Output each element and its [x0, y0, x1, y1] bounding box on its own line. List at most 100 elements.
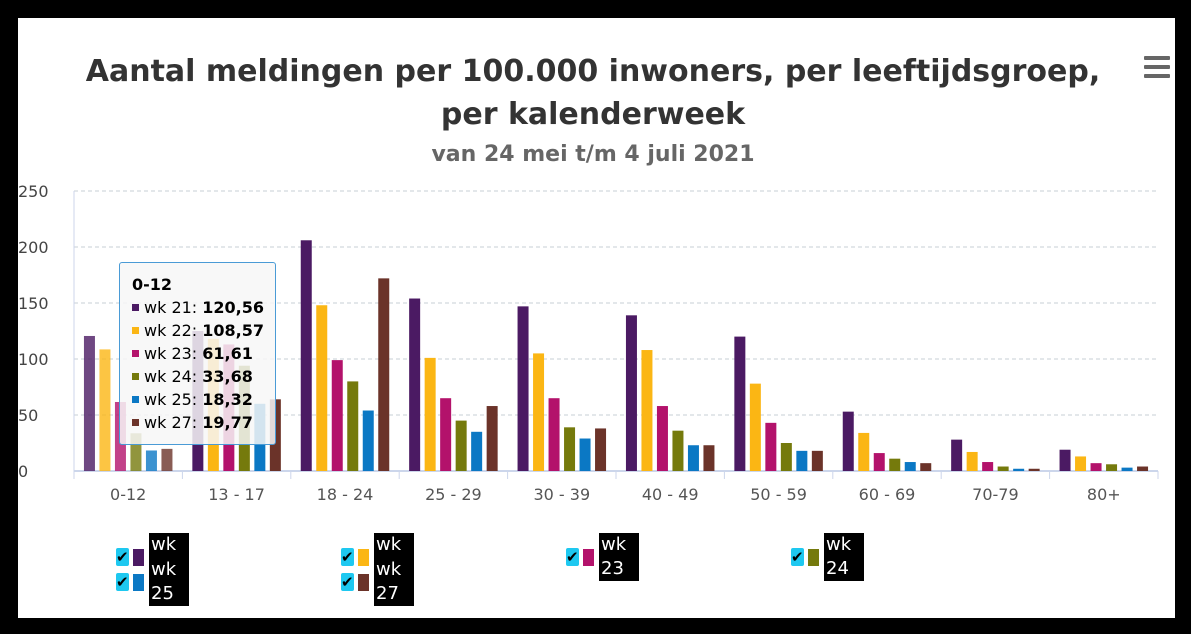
chart-title: Aantal meldingen per 100.000 inwoners, p… — [85, 54, 1101, 132]
bar-wk21-9 — [1059, 449, 1071, 471]
x-tick-label: 50 - 59 — [750, 485, 807, 504]
tooltip: 0-12 wk 21: 120,56 wk 22: 108,57 wk 23: 61… — [119, 262, 276, 445]
tooltip-series-dot — [132, 419, 139, 426]
bar-wk22-6 — [749, 383, 761, 471]
legend-item-wk23[interactable]: ✔ wk 23 — [566, 533, 640, 581]
bar-wk27-2 — [378, 278, 390, 471]
bar-wk23-4 — [548, 398, 560, 471]
tooltip-series-label: wk 25: — [144, 390, 203, 409]
tooltip-series-value: 33,68 — [202, 367, 253, 386]
bar-wk21-8 — [951, 439, 963, 471]
legend-item-wk25[interactable]: ✔ wk 25 — [116, 558, 190, 606]
bar-wk27-9 — [1137, 466, 1149, 471]
legend-item-wk27[interactable]: ✔ wk 27 — [341, 558, 415, 606]
bar-wk25-0 — [145, 450, 157, 471]
tooltip-series-value: 19,77 — [202, 413, 253, 432]
x-tick-label: 30 - 39 — [533, 485, 590, 504]
bar-wk21-5 — [625, 315, 637, 471]
bar-chart: 0 50 100 150 200 250 0-12 13 - 17 18 - 24 25 - 29… — [18, 182, 1159, 504]
bar-wk24-6 — [780, 443, 792, 471]
bar-wk25-8 — [1013, 468, 1025, 471]
bar-wk25-4 — [579, 438, 591, 471]
bar-wk25-5 — [687, 445, 699, 471]
bar-wk24-8 — [997, 466, 1009, 471]
tooltip-row: wk 25: 18,32 — [132, 388, 275, 411]
bar-wk27-3 — [486, 406, 498, 471]
legend-checkbox[interactable]: ✔ — [341, 548, 354, 566]
x-tick-label: 25 - 29 — [425, 485, 482, 504]
hamburger-menu-icon[interactable] — [1142, 56, 1172, 82]
tooltip-series-dot — [132, 373, 139, 380]
y-tick-label: 100 — [18, 350, 49, 369]
bar-wk22-2 — [316, 305, 328, 471]
bar-wk21-3 — [409, 298, 421, 471]
tooltip-series-label: wk 21: — [144, 298, 203, 317]
bar-wk21-0 — [83, 335, 95, 471]
bar-wk21-2 — [300, 240, 312, 471]
bar-wk21-6 — [734, 336, 746, 471]
bar-wk27-7 — [920, 463, 932, 471]
tooltip-row: wk 23: 61,61 — [132, 342, 275, 365]
legend-checkbox[interactable]: ✔ — [341, 573, 354, 591]
legend-label: wk 23 — [599, 533, 640, 581]
x-tick-label: 0-12 — [110, 485, 146, 504]
bar-wk23-9 — [1090, 463, 1102, 471]
legend-label: wk 24 — [824, 533, 865, 581]
bar-wk22-9 — [1075, 456, 1087, 471]
y-tick-label: 0 — [18, 462, 28, 481]
x-tick-label: 80+ — [1087, 485, 1121, 504]
legend-checkbox[interactable]: ✔ — [791, 548, 804, 566]
y-tick-label: 250 — [18, 182, 49, 201]
legend-checkbox[interactable]: ✔ — [116, 548, 129, 566]
tooltip-row: wk 22: 108,57 — [132, 319, 275, 342]
bar-wk23-6 — [765, 422, 777, 471]
bar-wk24-5 — [672, 430, 684, 471]
bar-wk23-5 — [656, 406, 668, 471]
bar-wk24-7 — [889, 458, 901, 471]
bar-wk25-3 — [471, 431, 483, 471]
bar-wk23-8 — [982, 462, 994, 471]
legend-label: wk 25 — [149, 558, 190, 606]
bar-wk27-6 — [811, 450, 823, 471]
bar-wk24-3 — [455, 420, 467, 471]
bar-wk25-6 — [796, 450, 808, 471]
tooltip-series-label: wk 27: — [144, 413, 203, 432]
legend-item-wk24[interactable]: ✔ wk 24 — [791, 533, 865, 581]
tooltip-series-value: 120,56 — [202, 298, 265, 317]
legend-swatch — [582, 548, 594, 566]
legend-swatch — [132, 548, 144, 566]
y-tick-label: 200 — [18, 238, 49, 257]
bar-wk25-2 — [362, 410, 374, 471]
tooltip-series-label: wk 23: — [144, 344, 203, 363]
bar-wk22-5 — [641, 350, 653, 471]
bar-wk23-2 — [331, 360, 343, 471]
tooltip-row: wk 27: 19,77 — [132, 411, 275, 434]
y-tick-label: 150 — [18, 294, 49, 313]
bar-wk21-7 — [842, 411, 854, 471]
legend-swatch — [807, 548, 819, 566]
tooltip-row: wk 21: 120,56 — [132, 296, 275, 319]
legend-swatch — [357, 548, 369, 566]
bar-wk22-4 — [533, 353, 545, 471]
bar-wk24-9 — [1106, 464, 1118, 471]
chart-subtitle: van 24 mei t/m 4 juli 2021 — [431, 142, 755, 167]
bar-wk21-4 — [517, 306, 529, 471]
tooltip-series-value: 108,57 — [202, 321, 265, 340]
legend-checkbox[interactable]: ✔ — [116, 573, 129, 591]
bar-wk27-0 — [161, 448, 173, 471]
bar-wk24-0 — [130, 433, 142, 471]
bar-wk23-3 — [440, 398, 452, 471]
legend-swatch — [132, 573, 144, 591]
tooltip-series-dot — [132, 396, 139, 403]
x-tick-label: 70-79 — [972, 485, 1019, 504]
bar-wk23-7 — [873, 453, 885, 471]
bar-wk27-4 — [595, 428, 607, 471]
tooltip-series-dot — [132, 350, 139, 357]
legend-checkbox[interactable]: ✔ — [566, 548, 579, 566]
chart-card: Aantal meldingen per 100.000 inwoners, p… — [18, 18, 1175, 618]
tooltip-series-value: 61,61 — [202, 344, 253, 363]
bar-wk22-0 — [99, 349, 111, 471]
tooltip-series-dot — [132, 304, 139, 311]
bar-wk27-8 — [1028, 468, 1040, 471]
bar-wk22-7 — [858, 432, 870, 471]
